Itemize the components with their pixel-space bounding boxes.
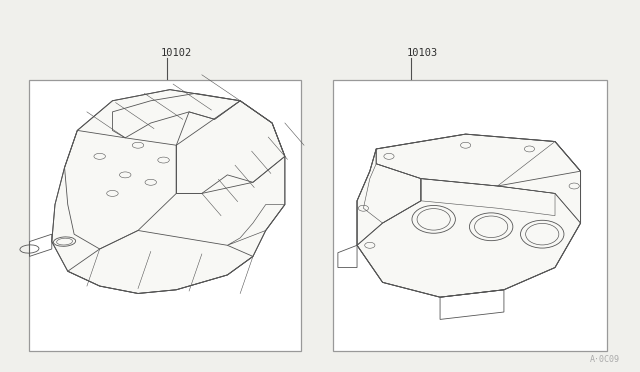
Polygon shape xyxy=(52,90,285,294)
Text: 10103: 10103 xyxy=(406,48,438,58)
Polygon shape xyxy=(357,134,580,297)
Bar xyxy=(333,80,607,351)
Text: 10102: 10102 xyxy=(161,48,192,58)
Text: A·0C09: A·0C09 xyxy=(590,355,620,364)
Bar xyxy=(29,80,301,351)
